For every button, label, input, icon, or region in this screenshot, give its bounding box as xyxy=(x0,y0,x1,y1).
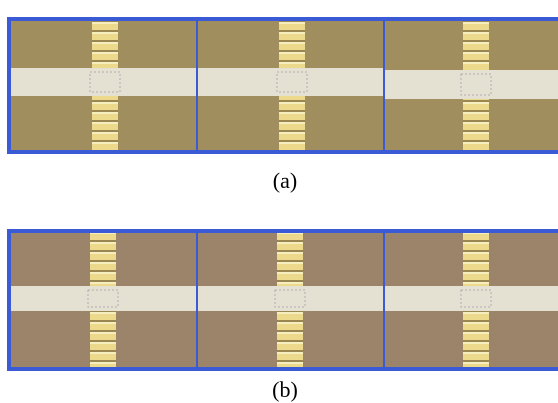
trace-vertical xyxy=(92,96,118,152)
trace-vertical xyxy=(463,311,489,369)
figure: (a) (b) xyxy=(0,0,558,403)
trace-vertical xyxy=(279,19,305,68)
panel-label: (b) xyxy=(272,377,298,402)
trace-vertical xyxy=(92,19,118,68)
trace-vertical xyxy=(463,99,489,152)
panel-label: (a) xyxy=(273,168,297,193)
panel-b xyxy=(9,231,558,369)
trace-vertical xyxy=(277,311,303,369)
panel-a xyxy=(9,19,558,152)
trace-vertical xyxy=(463,19,489,70)
trace-vertical xyxy=(463,231,489,286)
trace-vertical xyxy=(277,231,303,286)
trace-vertical xyxy=(279,96,305,152)
trace-vertical xyxy=(90,231,116,286)
trace-vertical xyxy=(90,311,116,369)
